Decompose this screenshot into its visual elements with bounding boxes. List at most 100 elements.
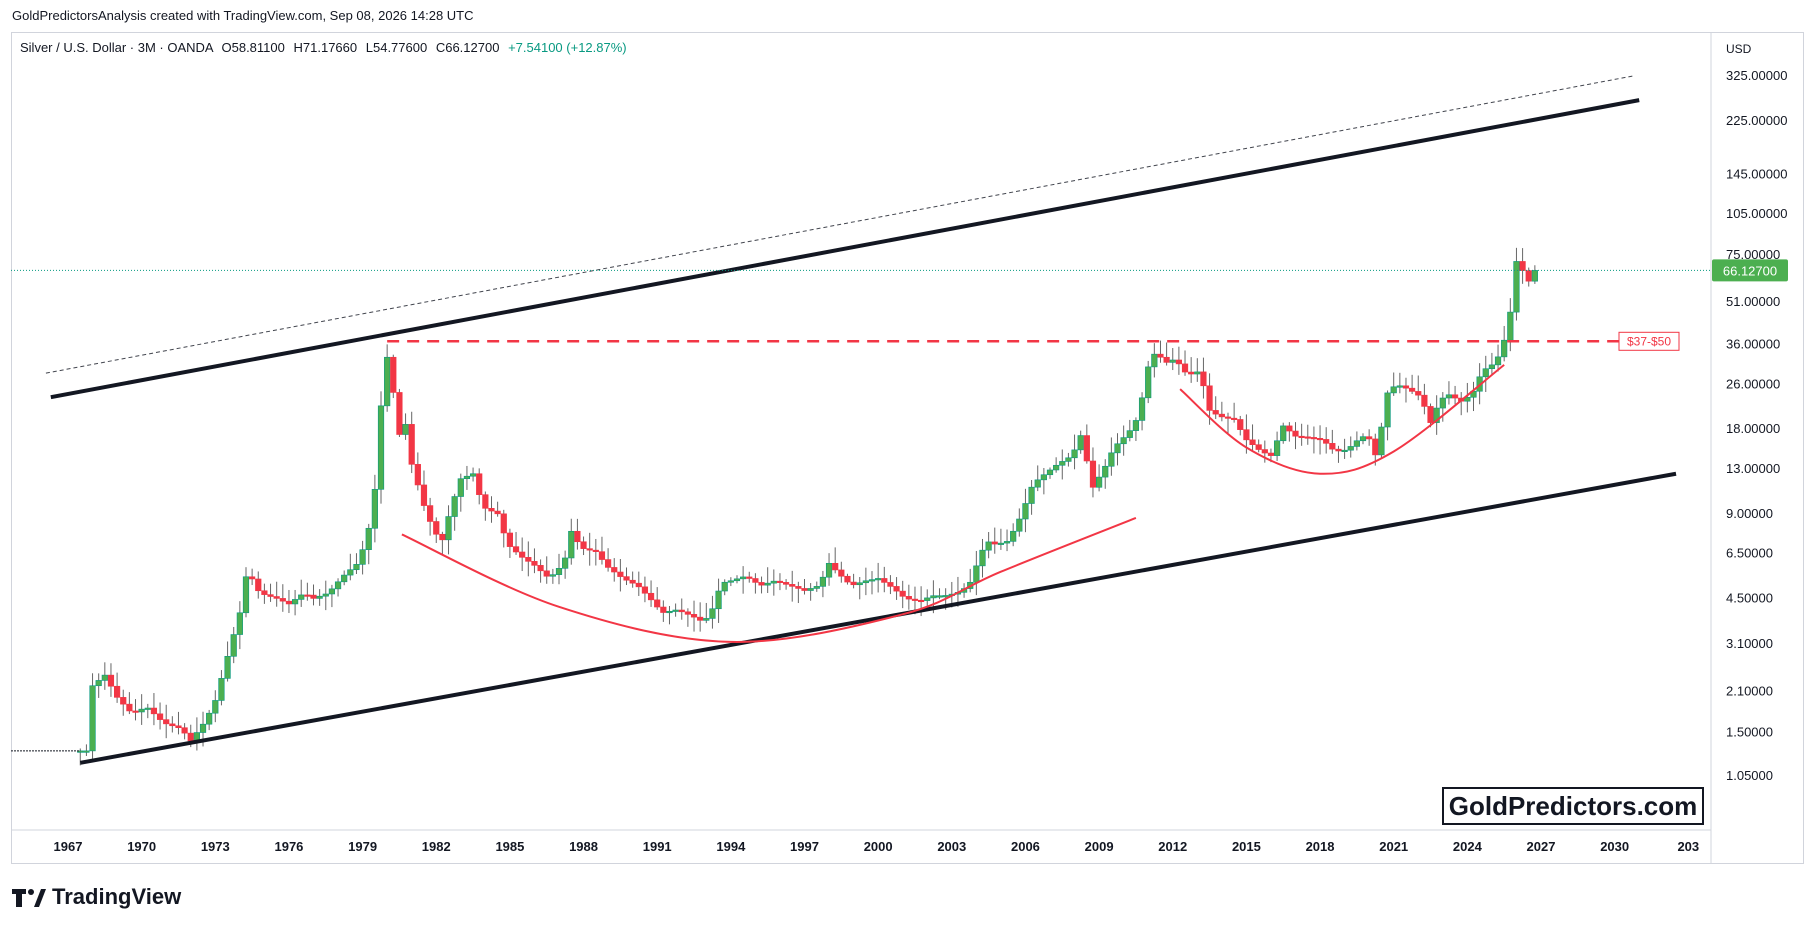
candle-down [1157,353,1164,358]
candle-up [997,542,1004,545]
candle-down [1267,452,1275,456]
candle-up [1482,368,1489,378]
candle-down [1255,444,1262,450]
goldpredictors-watermark: GoldPredictors.com [1442,787,1704,825]
candle-up [825,562,833,578]
legend-high: H71.17660 [293,40,358,55]
candle-up [298,594,305,600]
zone-label-box [1618,331,1680,351]
candle-up [973,565,980,583]
candle-up [1507,311,1514,341]
candle-up [936,595,943,598]
candle-down [598,551,606,560]
candle-up [316,595,323,599]
candle-down [1372,438,1379,456]
candle-up [322,593,329,597]
candle-up [985,541,992,551]
candle-up [1120,437,1127,445]
candle-up [384,356,391,407]
zone-label: $37-$50 [1627,334,1671,348]
time-tick-label: 2006 [1011,839,1040,854]
candle-down [654,599,661,608]
candles-layer [11,247,1538,766]
candle-up [1059,461,1066,466]
candle-down [249,576,256,580]
candle-down [905,596,912,600]
candle-up [1046,469,1054,476]
candle-down [488,508,495,512]
candle-down [414,464,421,486]
candle-down [1451,394,1459,399]
price-tick-label: 51.00000 [1726,294,1780,309]
candle-up [451,496,458,517]
candle-up [709,608,716,619]
candle-down [1421,394,1428,407]
candle-down [482,494,489,509]
candle-down [310,594,317,599]
candle-up [1114,443,1121,454]
candle-down [641,586,649,594]
candle-down [525,557,532,562]
candle-up [979,549,986,567]
candle-down [629,579,636,584]
candle-down [1427,406,1434,423]
candle-up [457,478,464,497]
tradingview-brand[interactable]: TradingView [12,884,181,910]
time-tick-label: 1973 [201,839,230,854]
candle-down [1212,410,1219,415]
candle-down [911,598,919,601]
candle-down [586,548,593,551]
candle-up [1010,530,1017,542]
price-tick-label: 1.05000 [1726,768,1773,783]
candle-down [1231,417,1238,420]
candle-down [1181,363,1189,373]
candle-down [114,685,121,698]
candle-up [1034,479,1041,488]
candle-up [942,595,949,598]
candle-down [678,609,685,613]
candle-up [703,618,710,621]
candle-up [1347,446,1354,451]
candle-down [795,586,802,589]
candle-up [1513,261,1520,313]
candle-down [273,596,280,599]
time-tick-label: 1982 [422,839,451,854]
candle-up [1169,359,1176,363]
time-tick-label: 1985 [495,839,524,854]
candle-up [144,707,151,710]
candle-down [574,530,581,543]
candle-up [1040,474,1047,481]
candle-down [1415,391,1422,396]
candle-up [1353,440,1360,447]
candle-down [838,569,845,577]
candle-up [328,588,336,595]
time-tick-label: 2018 [1306,839,1335,854]
candle-up [1273,440,1281,456]
candle-up [856,582,863,586]
time-tick-label: 2021 [1379,839,1408,854]
candle-down [623,576,630,581]
candle-down [476,473,483,495]
time-tick-label: 2027 [1527,839,1556,854]
candle-up [291,599,299,605]
time-axis: 1967 1970 1973 1976 1979 1982 1985 1988 1991 1994… [54,839,1700,854]
candle-up [236,612,243,635]
candle-down [1200,371,1207,387]
drawing-overlays: 66.12700 $37-$50 [11,75,1788,765]
legend-close: C66.12700 [435,40,500,55]
candle-down [647,592,655,601]
candle-up [218,678,225,701]
candle-down [304,594,311,597]
candle-down [635,582,642,588]
time-tick-label: 2000 [864,839,893,854]
price-tick-label: 9.00000 [1726,506,1773,521]
chart-frame [11,32,1804,864]
time-tick-label: 1970 [127,839,156,854]
candle-up [721,581,728,592]
candle-up [770,580,777,584]
candle-up [1359,436,1367,442]
candle-down [1224,416,1232,419]
rounded-bottom-arc [401,517,1137,643]
candle-up [89,685,96,752]
